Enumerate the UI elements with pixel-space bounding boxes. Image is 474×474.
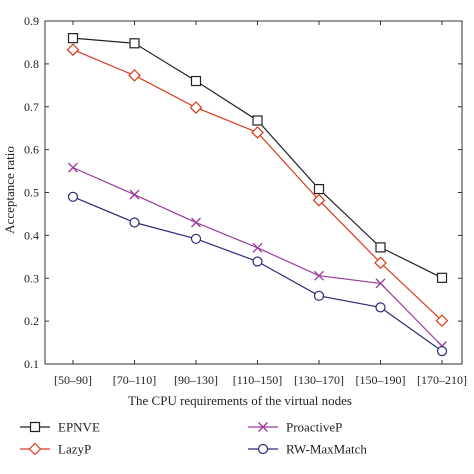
axes	[45, 21, 462, 364]
data-point	[438, 347, 447, 356]
y-tick-label: 0.2	[24, 314, 39, 328]
y-tick-label: 0.1	[24, 357, 39, 371]
data-point	[130, 218, 139, 227]
legend-entry: EPNVE	[20, 420, 100, 435]
legend-label: EPNVE	[58, 420, 100, 435]
data-point	[130, 190, 139, 199]
y-tick-label: 0.6	[24, 143, 39, 157]
data-point	[69, 192, 78, 201]
data-point	[438, 273, 447, 282]
legend-label: RW-MaxMatch	[286, 442, 367, 457]
y-tick-label: 0.4	[24, 228, 39, 242]
x-tick-label: [110–150]	[233, 373, 283, 387]
y-tick-label: 0.8	[24, 57, 39, 71]
data-point	[191, 102, 202, 113]
x-tick-label: [70–110]	[113, 373, 157, 387]
y-axis-ticks: 0.1 0.2 0.3 0.4 0.5 0.6 0.7 0.8 0.9	[24, 14, 462, 371]
legend-label: LazyP	[58, 442, 91, 457]
legend-entry: LazyP	[20, 442, 91, 457]
series-line	[73, 50, 442, 321]
x-tick-label: [130–170]	[294, 373, 344, 387]
x-tick-label: [90–130]	[174, 373, 218, 387]
y-tick-label: 0.9	[24, 14, 39, 28]
legend-entry: ProactiveP	[248, 420, 342, 435]
legend-label: ProactiveP	[286, 420, 342, 435]
data-point	[253, 243, 262, 252]
data-point	[130, 39, 139, 48]
data-point	[376, 303, 385, 312]
data-point	[129, 70, 140, 81]
series-line	[73, 38, 442, 278]
data-point	[192, 218, 201, 227]
x-tick-label: [170–210]	[417, 373, 467, 387]
legend-marker	[30, 444, 41, 455]
data-point	[68, 44, 79, 55]
data-point	[253, 116, 262, 125]
y-tick-label: 0.7	[24, 100, 39, 114]
data-point	[253, 257, 262, 266]
data-point	[376, 243, 385, 252]
plot-frame	[45, 21, 462, 364]
legend-marker	[259, 445, 268, 454]
data-point	[192, 77, 201, 86]
x-tick-label: [50–90]	[54, 373, 92, 387]
legend-marker	[31, 423, 40, 432]
y-tick-label: 0.3	[24, 271, 39, 285]
series-rw-maxmatch	[69, 192, 447, 355]
data-point	[69, 163, 78, 172]
series-line	[73, 197, 442, 351]
data-point	[192, 234, 201, 243]
data-point	[315, 185, 324, 194]
y-tick-label: 0.5	[24, 186, 39, 200]
legend-entry: RW-MaxMatch	[248, 442, 367, 457]
data-point	[315, 291, 324, 300]
data-point	[69, 34, 78, 43]
legend: EPNVE LazyP ProactiveP RW-MaxMatch	[20, 420, 367, 457]
series-lines	[68, 34, 448, 356]
x-axis-label: The CPU requirements of the virtual node…	[128, 393, 352, 408]
series-lazyp	[68, 44, 448, 326]
y-axis-label: Acceptance ratio	[2, 146, 17, 234]
x-tick-label: [150–190]	[356, 373, 406, 387]
x-axis-ticks: [50–90] [70–110] [90–130] [110–150] [130–170…	[54, 21, 467, 387]
